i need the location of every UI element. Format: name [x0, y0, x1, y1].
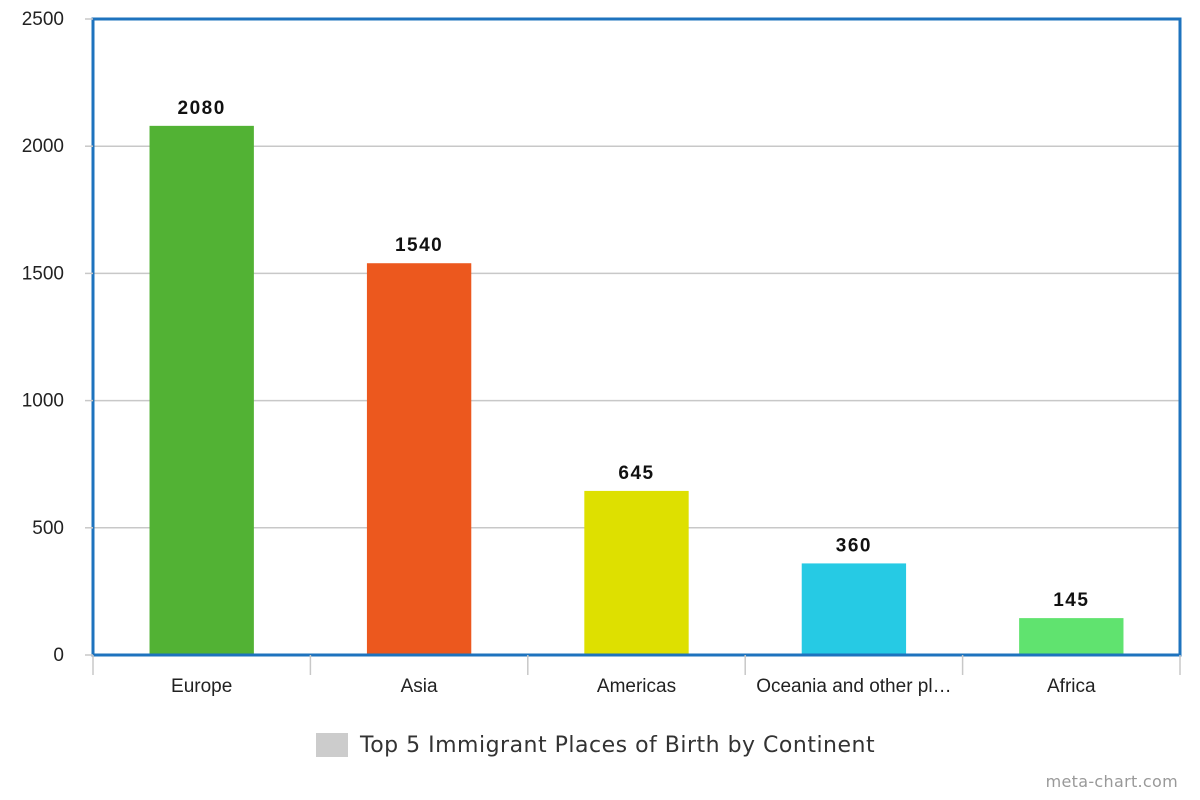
y-tick-label: 2000 — [22, 136, 64, 157]
bar — [1019, 618, 1124, 655]
value-label: 645 — [618, 463, 654, 484]
axes: 0 500 1000 1500 2000 2500 Europe Asia Americas Oc… — [22, 9, 1181, 697]
bars — [149, 125, 1124, 655]
legend[interactable]: Top 5 Immigrant Places of Birth by Conti… — [316, 731, 875, 759]
credit-text[interactable]: meta-chart.com — [1045, 772, 1178, 791]
value-labels: 2080 1540 645 360 145 — [178, 98, 1089, 611]
value-label: 360 — [836, 535, 872, 556]
legend-swatch — [316, 733, 348, 757]
value-label: 2080 — [178, 98, 226, 119]
plot-frame — [91, 17, 1182, 657]
y-tick-label: 500 — [32, 518, 64, 539]
x-tick-label: Americas — [597, 676, 676, 697]
bar — [149, 125, 254, 655]
value-label: 145 — [1053, 590, 1089, 611]
y-tick-label: 2500 — [22, 9, 64, 30]
y-tick-label: 0 — [53, 645, 64, 666]
bar — [584, 490, 689, 655]
bar — [801, 563, 907, 655]
x-tick-label: Oceania and other pl… — [756, 676, 951, 697]
legend-label: Top 5 Immigrant Places of Birth by Conti… — [360, 732, 876, 758]
x-tick-label: Europe — [171, 676, 232, 697]
x-tick-label: Africa — [1047, 676, 1096, 697]
x-tick-label: Asia — [401, 676, 438, 697]
y-tick-label: 1500 — [22, 263, 64, 284]
bar — [366, 263, 472, 655]
value-label: 1540 — [395, 235, 443, 256]
y-tick-label: 1000 — [22, 391, 64, 412]
